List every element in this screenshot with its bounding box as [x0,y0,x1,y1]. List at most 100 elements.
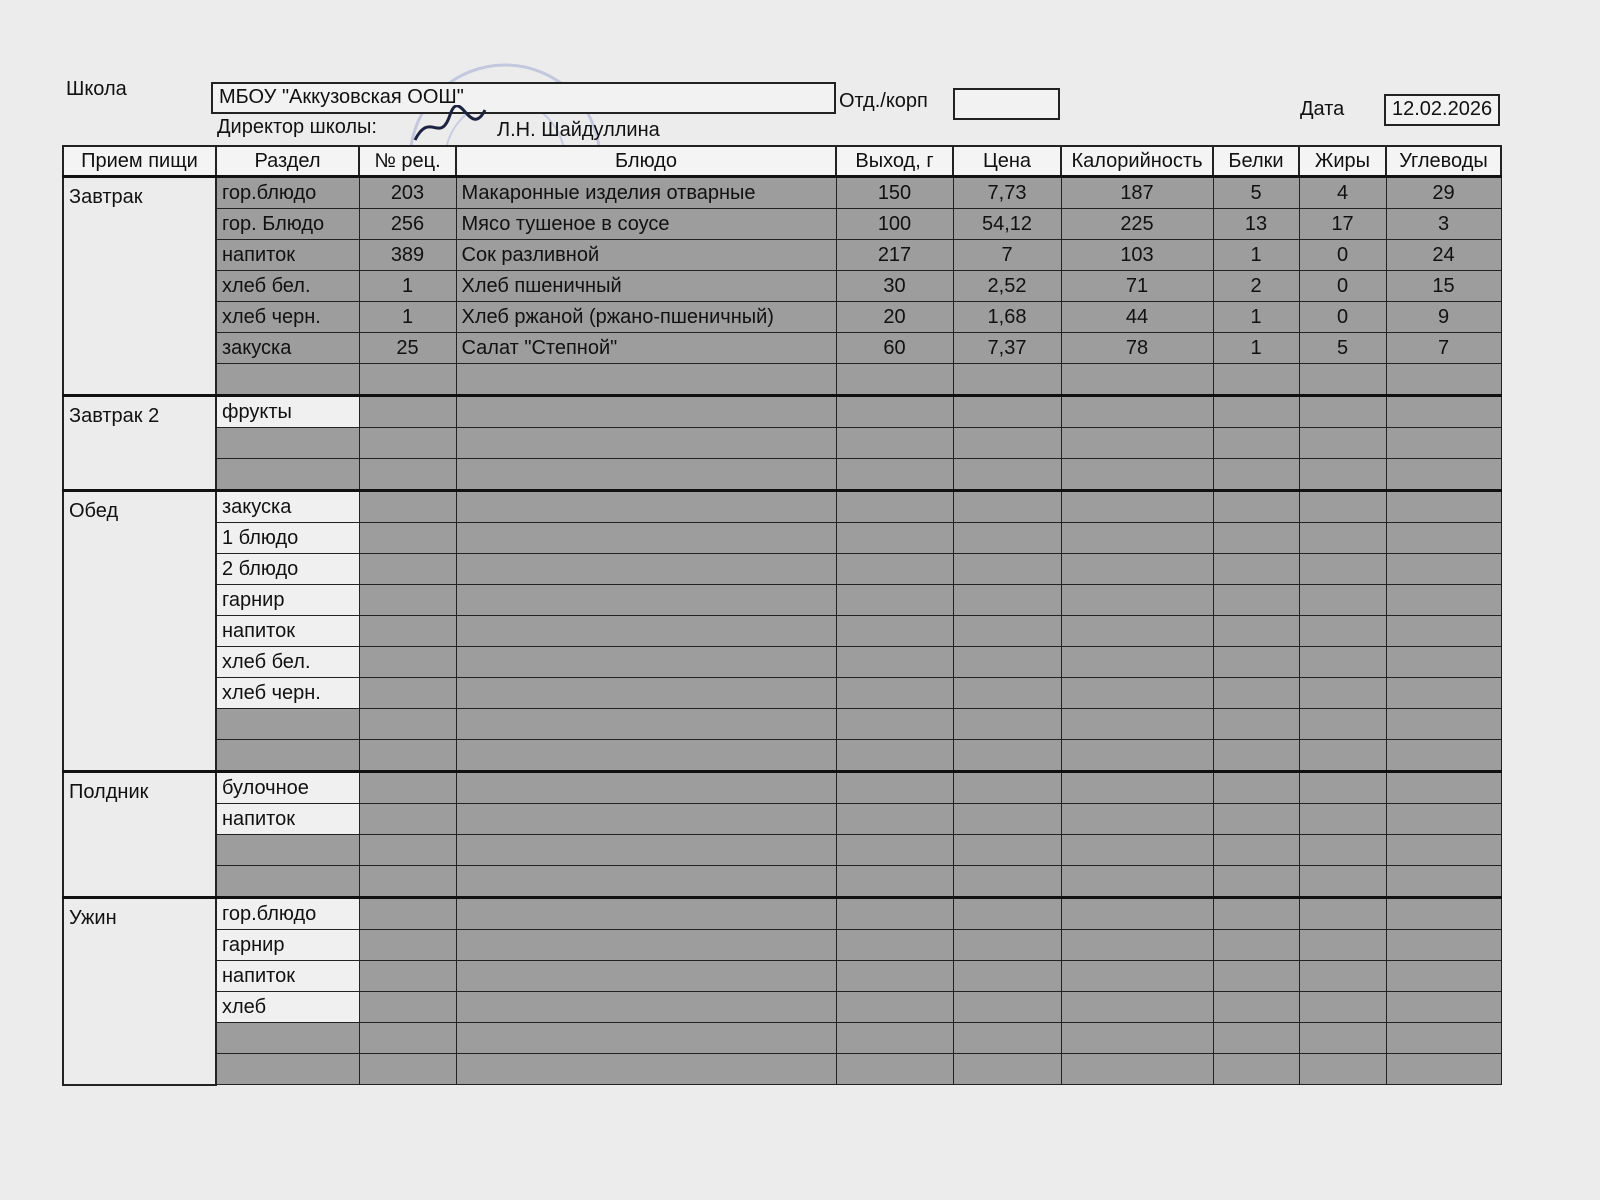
empty-cell [215,865,360,898]
empty-cell [358,394,457,428]
empty-cell [455,929,837,961]
empty-cell [1298,865,1387,898]
empty-cell [952,458,1062,491]
empty-cell [1385,553,1502,585]
cell: закуска [215,332,360,364]
empty-cell [1060,615,1214,647]
empty-cell [952,770,1062,804]
empty-cell [455,458,837,491]
cell: 2 [1212,270,1300,302]
empty-cell [835,770,954,804]
empty-cell [358,427,457,459]
table-row: напиток [63,803,1502,835]
empty-cell [358,708,457,740]
empty-cell [455,522,837,554]
empty-cell [455,803,837,835]
cell: 0 [1298,301,1387,333]
empty-cell [835,834,954,866]
empty-cell [1298,929,1387,961]
empty-cell [1060,1022,1214,1054]
cell: 17 [1298,208,1387,240]
table-row: хлеб черн. 1 Хлеб ржаной (ржано-пшеничный)… [63,301,1502,333]
empty-cell [952,991,1062,1023]
cell: 7 [1385,332,1502,364]
cell: гор.блюдо [215,175,360,209]
table-row: напиток [63,960,1502,992]
cell: 2,52 [952,270,1062,302]
cell: 54,12 [952,208,1062,240]
empty-cell [358,834,457,866]
empty-cell [1212,960,1300,992]
empty-cell [1212,584,1300,616]
empty-cell [1212,896,1300,930]
empty-cell [835,739,954,772]
cell: 1 [358,270,457,302]
empty-cell [1298,739,1387,772]
empty-cell [215,458,360,491]
empty-cell [358,615,457,647]
dept-field [953,88,1060,120]
empty-cell [455,739,837,772]
empty-cell [1060,770,1214,804]
table-row: напиток [63,615,1502,647]
cell: гор.блюдо [215,896,360,930]
director-name: Л.Н. Шайдуллина [497,119,660,141]
cell: 78 [1060,332,1214,364]
empty-cell [1385,1053,1502,1085]
cell: Макаронные изделия отварные [455,175,837,209]
empty-cell [1060,394,1214,428]
empty-cell [1298,458,1387,491]
empty-cell [1385,615,1502,647]
empty-cell [1060,834,1214,866]
cell: напиток [215,615,360,647]
empty-cell [1385,929,1502,961]
empty-cell [1060,803,1214,835]
cell: 150 [835,175,954,209]
empty-cell [1060,427,1214,459]
empty-cell [1060,865,1214,898]
table-body: Завтрак гор.блюдо 203 Макаронные изделия от… [62,175,1502,1086]
empty-cell [835,427,954,459]
empty-cell [952,960,1062,992]
table-row: гор. Блюдо 256 Мясо тушеное в соусе 100 54,1… [63,208,1502,240]
empty-cell [455,394,837,428]
empty-cell [835,522,954,554]
empty-cell [952,522,1062,554]
table-row [63,1053,1502,1085]
cell: Салат "Степной" [455,332,837,364]
column-header: Выход, г [835,145,954,178]
empty-cell [455,865,837,898]
empty-cell [1298,427,1387,459]
empty-cell [358,1022,457,1054]
empty-cell [835,584,954,616]
empty-cell [1298,708,1387,740]
meal-cell: Полдник [62,770,217,899]
empty-cell [1385,1022,1502,1054]
empty-cell [1060,489,1214,523]
empty-cell [455,427,837,459]
empty-cell [1298,489,1387,523]
empty-cell [1212,770,1300,804]
empty-cell [455,991,837,1023]
cell: гарнир [215,929,360,961]
empty-cell [952,1053,1062,1085]
empty-cell [1385,834,1502,866]
cell: 1 [1212,239,1300,271]
empty-cell [1298,584,1387,616]
empty-cell [1212,677,1300,709]
empty-cell [358,646,457,678]
table-row [63,363,1502,396]
empty-cell [358,584,457,616]
empty-cell [1298,834,1387,866]
column-header: Прием пищи [62,145,217,178]
empty-cell [1298,363,1387,396]
empty-cell [1212,991,1300,1023]
menu-table: Прием пищи Раздел № рец. Блюдо Выход, г Цена К… [62,145,1502,1086]
table-row: Ужин гор.блюдо [62,896,1502,1086]
empty-cell [952,363,1062,396]
empty-cell [1212,865,1300,898]
cell: гарнир [215,584,360,616]
empty-cell [835,1053,954,1085]
empty-cell [358,1053,457,1085]
empty-cell [1212,394,1300,428]
